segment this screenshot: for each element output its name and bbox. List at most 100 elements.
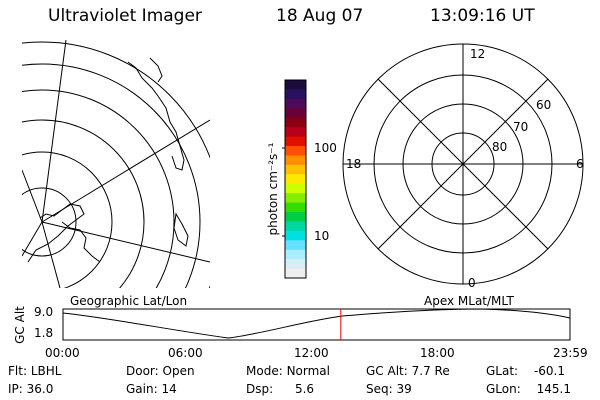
colorbar-cell [285, 164, 306, 175]
colorbar-tick-label: 100 [314, 141, 337, 155]
mlt-label-12: 12 [470, 47, 486, 61]
colorbar-cell [285, 155, 306, 166]
altitude-curve [62, 308, 571, 339]
altitude-xtick: 23:59 [553, 346, 588, 360]
gain-value: 14 [161, 382, 177, 396]
coastline [173, 212, 189, 247]
gain-label: Gain: [126, 382, 158, 396]
seq-status: Seq: 39 [366, 382, 412, 396]
seq-label: Seq: [366, 382, 393, 396]
glon-status: GLon: 145.1 [486, 382, 571, 396]
colorbar-cell [285, 268, 306, 279]
mlat-label-80: 80 [492, 140, 508, 154]
colorbar-cell [285, 183, 306, 194]
door-label: Door: [126, 364, 159, 378]
altitude-xtick: 06:00 [168, 346, 203, 360]
geo-lat-circle [22, 41, 210, 288]
ip-label: IP: [8, 382, 23, 396]
glon-value: 145.1 [536, 382, 571, 396]
geo-meridian [41, 221, 61, 288]
geo-meridian [41, 221, 210, 263]
mlat-label-70: 70 [513, 120, 529, 134]
glat-value: -60.1 [533, 364, 565, 378]
geo-meridian [22, 221, 43, 257]
gc-alt-label: GC Alt: [366, 364, 408, 378]
colorbar-cell [285, 221, 306, 232]
colorbar-cell [285, 193, 306, 204]
seq-value: 39 [396, 382, 412, 396]
colorbar-cell [285, 259, 306, 270]
colorbar-cell [285, 98, 306, 109]
mlat-mlt-polar-plot [342, 43, 584, 285]
coastline [149, 57, 163, 83]
colorbar-unit-label: photon cm⁻²s⁻¹ [266, 142, 280, 236]
colorbar-cell [285, 249, 306, 260]
door-value: Open [162, 364, 195, 378]
coastline [27, 203, 85, 263]
colorbar-cell [285, 174, 306, 185]
mlat-label-60: 60 [536, 98, 552, 112]
filter-status: Flt: LBHL [8, 364, 61, 378]
filter-label: Flt: [8, 364, 27, 378]
colorbar-cell [285, 212, 306, 222]
coastline [61, 221, 101, 263]
mlt-label-0: 0 [468, 276, 476, 290]
geo-lat-circle [22, 89, 175, 288]
geo-meridian [41, 40, 67, 223]
ip-status: IP: 36.0 [8, 382, 53, 396]
colorbar [282, 79, 307, 279]
mlt-label-6: 6 [576, 157, 584, 171]
mlt-diagonal [377, 78, 549, 250]
gain-status: Gain: 14 [126, 382, 177, 396]
altitude-xtick: 12:00 [294, 346, 329, 360]
geo-lat-circle [22, 63, 201, 288]
colorbar-cell [285, 136, 306, 147]
door-status: Door: Open [126, 364, 195, 378]
dsp-status: Dsp: 5.6 [246, 382, 314, 396]
altitude-plot-frame [62, 308, 571, 341]
altitude-ytick-top: 9.0 [34, 305, 54, 319]
mlt-label-18: 18 [346, 157, 362, 171]
geo-lat-circle [22, 187, 77, 257]
apex-map-label: Apex MLat/MLT [424, 294, 514, 308]
colorbar-cell [285, 146, 306, 156]
filter-value: LBHL [30, 364, 62, 378]
altitude-plot [62, 308, 571, 341]
glat-label: GLat: [486, 364, 519, 378]
glat-status: GLat: -60.1 [486, 364, 565, 378]
glon-label: GLon: [486, 382, 521, 396]
colorbar-cell [285, 80, 306, 90]
altitude-xtick: 18:00 [420, 346, 455, 360]
mode-label: Mode: [246, 364, 283, 378]
observation-date: 18 Aug 07 [276, 6, 364, 26]
geographic-map [22, 40, 210, 288]
geo-lat-circle [22, 119, 145, 288]
colorbar-cell [285, 202, 306, 213]
altitude-ytick-bottom: 1.8 [34, 326, 54, 340]
observation-time: 13:09:16 UT [430, 6, 535, 26]
gc-alt-status: GC Alt: 7.7 Re [366, 364, 450, 378]
geographic-map-label: Geographic Lat/Lon [70, 294, 188, 308]
colorbar-tick-label: 10 [314, 229, 330, 243]
dsp-label: Dsp: [246, 382, 274, 396]
colorbar-cell [285, 89, 306, 100]
ip-value: 36.0 [26, 382, 54, 396]
gc-alt-value: 7.7 Re [411, 364, 450, 378]
colorbar-cell [285, 230, 306, 241]
colorbar-cell [285, 108, 306, 119]
altitude-ylabel: GC Alt [13, 306, 27, 344]
colorbar-cell [285, 127, 306, 138]
colorbar-frame [284, 79, 307, 279]
altitude-xtick: 00:00 [45, 346, 80, 360]
geo-meridian [22, 169, 43, 223]
mode-status: Mode: Normal [246, 364, 330, 378]
geo-meridian [41, 119, 210, 223]
colorbar-cell [285, 240, 306, 251]
mode-value: Normal [286, 364, 330, 378]
geo-lat-circle [22, 151, 113, 288]
colorbar-cell [285, 117, 306, 128]
app-title: Ultraviolet Imager [48, 6, 202, 26]
coastline [127, 61, 185, 171]
dsp-value: 5.6 [294, 382, 315, 396]
